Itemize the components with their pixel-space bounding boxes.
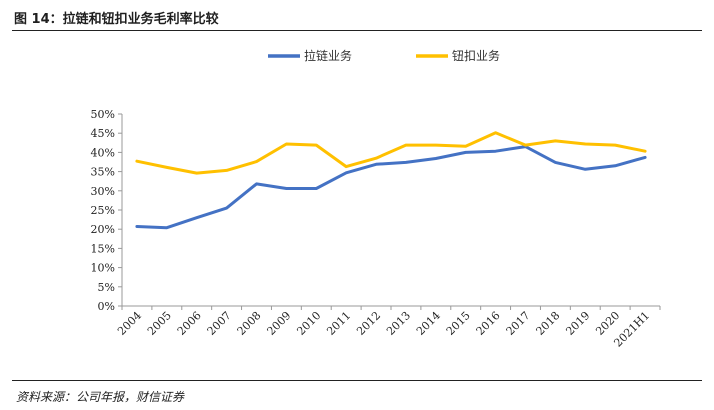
series-line-button: [135, 131, 647, 175]
title-rule: [12, 30, 702, 31]
legend-label-zipper: 拉链业务: [304, 48, 352, 63]
series-lines: [135, 131, 647, 230]
x-axis: 2004 2005 2006 2007 2008 2009 2010 2011 2012 2013…: [115, 305, 661, 350]
x-tick-label: 2017: [504, 309, 533, 338]
x-tick-label: 2016: [474, 309, 503, 338]
figure-title: 图 14：拉链和钮扣业务毛利率比较: [14, 12, 219, 27]
y-tick-label: 25%: [91, 204, 115, 217]
y-tick-label: 40%: [91, 146, 115, 159]
chart-legend: 拉链业务 钮扣业务: [268, 48, 500, 63]
x-tick-label: 2009: [265, 309, 294, 338]
line-chart: 拉链业务 钮扣业务 0% 5% 10% 15% 20% 25% 30% 35% 40% 45% 50%…: [91, 48, 661, 350]
y-tick-label: 45%: [91, 127, 115, 140]
x-tick-label: 2019: [563, 309, 592, 338]
x-tick-label: 2006: [175, 309, 204, 338]
x-tick-label: 2010: [294, 309, 323, 338]
x-tick-label: 2008: [235, 309, 264, 338]
y-tick-label: 0%: [98, 300, 115, 313]
source-rule: [12, 380, 702, 381]
x-tick-label: 2013: [384, 309, 413, 338]
source-note: 资料来源：公司年报，财信证券: [16, 390, 185, 404]
x-tick-label: 2007: [205, 309, 234, 338]
y-tick-label: 35%: [91, 166, 115, 179]
y-tick-label: 15%: [91, 242, 115, 255]
legend-label-button: 钮扣业务: [452, 48, 500, 63]
series-line-zipper: [135, 145, 647, 230]
x-tick-label: 2014: [414, 309, 443, 338]
y-tick-label: 20%: [91, 223, 115, 236]
x-tick-label: 2011: [324, 309, 353, 338]
y-tick-label: 5%: [98, 281, 115, 294]
x-tick-label: 2018: [534, 309, 563, 338]
x-tick-label: 2004: [115, 309, 144, 338]
y-tick-label: 10%: [91, 262, 115, 275]
x-tick-label: 2012: [354, 309, 383, 338]
y-axis: 0% 5% 10% 15% 20% 25% 30% 35% 40% 45% 50%: [91, 108, 123, 313]
x-tick-label: 2005: [145, 309, 174, 338]
y-tick-label: 30%: [91, 185, 115, 198]
x-tick-label: 2015: [444, 309, 473, 338]
y-tick-label: 50%: [91, 108, 115, 121]
